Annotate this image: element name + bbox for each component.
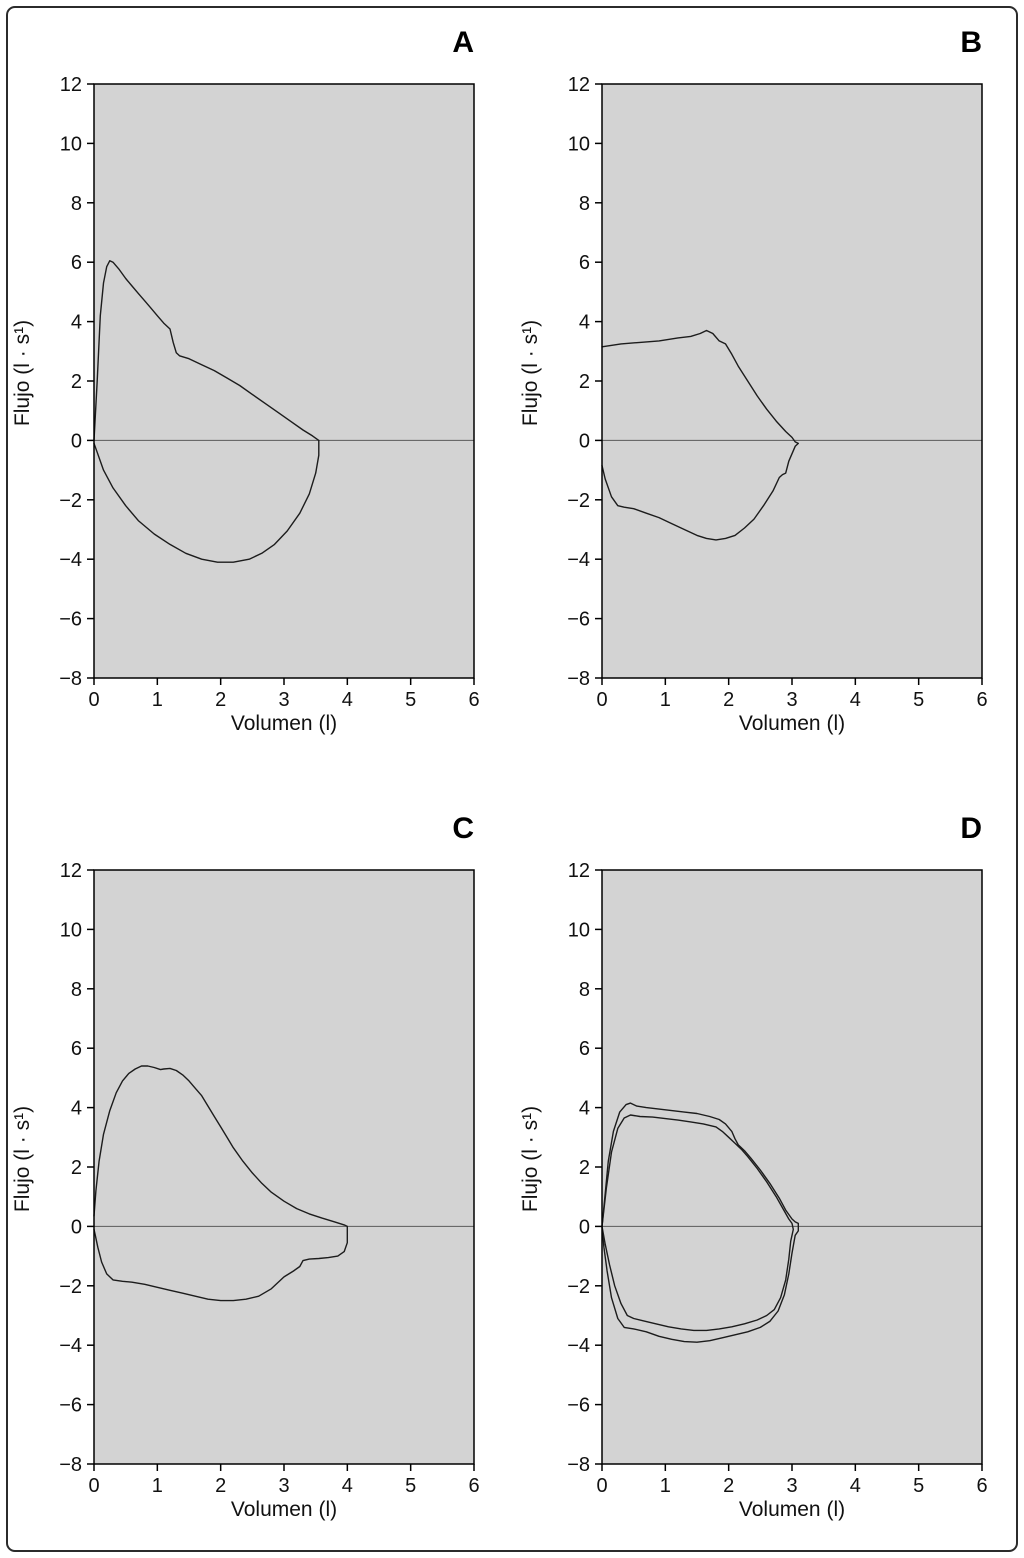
panel-c-x-axis-label: Volumen (l) bbox=[230, 1498, 338, 1521]
svg-text:2: 2 bbox=[723, 689, 734, 711]
svg-text:6: 6 bbox=[579, 1038, 590, 1060]
svg-text:0: 0 bbox=[596, 1475, 607, 1497]
svg-text:4: 4 bbox=[850, 689, 861, 711]
svg-text:6: 6 bbox=[71, 252, 82, 274]
svg-text:1: 1 bbox=[660, 689, 671, 711]
svg-text:−8: −8 bbox=[59, 1454, 82, 1476]
svg-text:1: 1 bbox=[660, 1475, 671, 1497]
svg-text:5: 5 bbox=[913, 1475, 924, 1497]
svg-text:4: 4 bbox=[342, 1475, 353, 1497]
svg-text:12: 12 bbox=[60, 74, 82, 96]
svg-text:10: 10 bbox=[60, 133, 82, 155]
svg-text:1: 1 bbox=[152, 1475, 163, 1497]
panel-a-chart-area: Flujo (l · s¹) −8 −6 −4 −2 0 2 4 6 8 10 12 0 1 2 3 4 5 6 bbox=[8, 72, 486, 712]
svg-text:0: 0 bbox=[596, 689, 607, 711]
svg-text:6: 6 bbox=[579, 252, 590, 274]
svg-text:10: 10 bbox=[568, 919, 590, 941]
panel-b: B Flujo (l · s¹) −8 −6 −4 −2 0 2 4 6 8 10 12 0 1 2 3 4 5… bbox=[516, 14, 994, 736]
svg-text:−6: −6 bbox=[567, 1395, 590, 1417]
panel-b-letter: B bbox=[960, 26, 982, 59]
svg-text:−6: −6 bbox=[567, 609, 590, 631]
svg-text:0: 0 bbox=[579, 1216, 590, 1238]
svg-text:6: 6 bbox=[976, 689, 987, 711]
svg-text:−2: −2 bbox=[567, 490, 590, 512]
svg-text:6: 6 bbox=[468, 689, 479, 711]
svg-text:−6: −6 bbox=[59, 609, 82, 631]
svg-text:−4: −4 bbox=[567, 1335, 590, 1357]
svg-text:12: 12 bbox=[60, 860, 82, 882]
svg-text:12: 12 bbox=[568, 74, 590, 96]
svg-text:−2: −2 bbox=[59, 490, 82, 512]
svg-text:0: 0 bbox=[88, 1475, 99, 1497]
panel-d: D Flujo (l · s¹) −8 −6 −4 −2 0 2 4 6 8 10 12 0 1 2 3 4 5… bbox=[516, 800, 994, 1522]
svg-text:0: 0 bbox=[71, 430, 82, 452]
svg-text:1: 1 bbox=[152, 689, 163, 711]
svg-text:8: 8 bbox=[71, 979, 82, 1001]
svg-text:2: 2 bbox=[71, 1157, 82, 1179]
svg-text:2: 2 bbox=[579, 1157, 590, 1179]
svg-text:4: 4 bbox=[71, 1098, 82, 1120]
panel-d-y-axis-label: Flujo (l · s¹) bbox=[519, 1105, 542, 1212]
svg-text:2: 2 bbox=[215, 1475, 226, 1497]
flow-volume-panels-grid: A Flujo (l · s¹) −8 −6 −4 −2 0 2 4 6 8 10 12 0 1 2 3 4 5… bbox=[8, 14, 994, 1522]
svg-text:2: 2 bbox=[215, 689, 226, 711]
panel-a-y-axis-label: Flujo (l · s¹) bbox=[11, 319, 34, 426]
svg-text:−8: −8 bbox=[567, 1454, 590, 1476]
svg-text:−2: −2 bbox=[59, 1276, 82, 1298]
svg-text:5: 5 bbox=[405, 1475, 416, 1497]
panel-c: C Flujo (l · s¹) −8 −6 −4 −2 0 2 4 6 8 10 12 0 1 2 3 4 5… bbox=[8, 800, 486, 1522]
svg-text:6: 6 bbox=[468, 1475, 479, 1497]
panel-a-letter: A bbox=[452, 26, 474, 59]
panel-b-chart-area: Flujo (l · s¹) −8 −6 −4 −2 0 2 4 6 8 10 12 0 1 2 3 4 5 6 bbox=[516, 72, 994, 712]
svg-text:8: 8 bbox=[579, 193, 590, 215]
svg-text:−8: −8 bbox=[59, 668, 82, 690]
svg-text:2: 2 bbox=[71, 371, 82, 393]
svg-text:0: 0 bbox=[71, 1216, 82, 1238]
svg-text:−8: −8 bbox=[567, 668, 590, 690]
svg-text:10: 10 bbox=[60, 919, 82, 941]
svg-text:12: 12 bbox=[568, 860, 590, 882]
svg-text:−6: −6 bbox=[59, 1395, 82, 1417]
svg-text:10: 10 bbox=[568, 133, 590, 155]
panel-a: A Flujo (l · s¹) −8 −6 −4 −2 0 2 4 6 8 10 12 0 1 2 3 4 5… bbox=[8, 14, 486, 736]
panel-d-chart-area: Flujo (l · s¹) −8 −6 −4 −2 0 2 4 6 8 10 12 0 1 2 3 4 5 6 bbox=[516, 858, 994, 1498]
svg-text:3: 3 bbox=[278, 689, 289, 711]
svg-text:2: 2 bbox=[723, 1475, 734, 1497]
svg-text:0: 0 bbox=[88, 689, 99, 711]
panel-d-letter: D bbox=[960, 812, 982, 845]
panel-c-chart-area: Flujo (l · s¹) −8 −6 −4 −2 0 2 4 6 8 10 12 0 1 2 3 4 5 6 bbox=[8, 858, 486, 1498]
svg-text:4: 4 bbox=[579, 312, 590, 334]
panel-b-y-axis-label: Flujo (l · s¹) bbox=[519, 319, 542, 426]
panel-a-x-axis-label: Volumen (l) bbox=[230, 712, 338, 735]
panel-d-x-axis-label: Volumen (l) bbox=[738, 1498, 846, 1521]
panel-c-y-axis-label: Flujo (l · s¹) bbox=[11, 1105, 34, 1212]
svg-text:8: 8 bbox=[71, 193, 82, 215]
svg-text:4: 4 bbox=[850, 1475, 861, 1497]
svg-text:0: 0 bbox=[579, 430, 590, 452]
svg-text:5: 5 bbox=[913, 689, 924, 711]
svg-text:5: 5 bbox=[405, 689, 416, 711]
panel-b-x-axis-label: Volumen (l) bbox=[738, 712, 846, 735]
svg-text:−4: −4 bbox=[59, 549, 82, 571]
svg-text:4: 4 bbox=[579, 1098, 590, 1120]
svg-text:4: 4 bbox=[71, 312, 82, 334]
svg-text:2: 2 bbox=[579, 371, 590, 393]
svg-text:4: 4 bbox=[342, 689, 353, 711]
svg-text:−4: −4 bbox=[59, 1335, 82, 1357]
svg-text:3: 3 bbox=[786, 1475, 797, 1497]
svg-text:6: 6 bbox=[71, 1038, 82, 1060]
svg-text:3: 3 bbox=[786, 689, 797, 711]
svg-text:8: 8 bbox=[579, 979, 590, 1001]
svg-text:−4: −4 bbox=[567, 549, 590, 571]
svg-text:3: 3 bbox=[278, 1475, 289, 1497]
svg-text:6: 6 bbox=[976, 1475, 987, 1497]
svg-text:−2: −2 bbox=[567, 1276, 590, 1298]
panel-c-letter: C bbox=[452, 812, 474, 845]
